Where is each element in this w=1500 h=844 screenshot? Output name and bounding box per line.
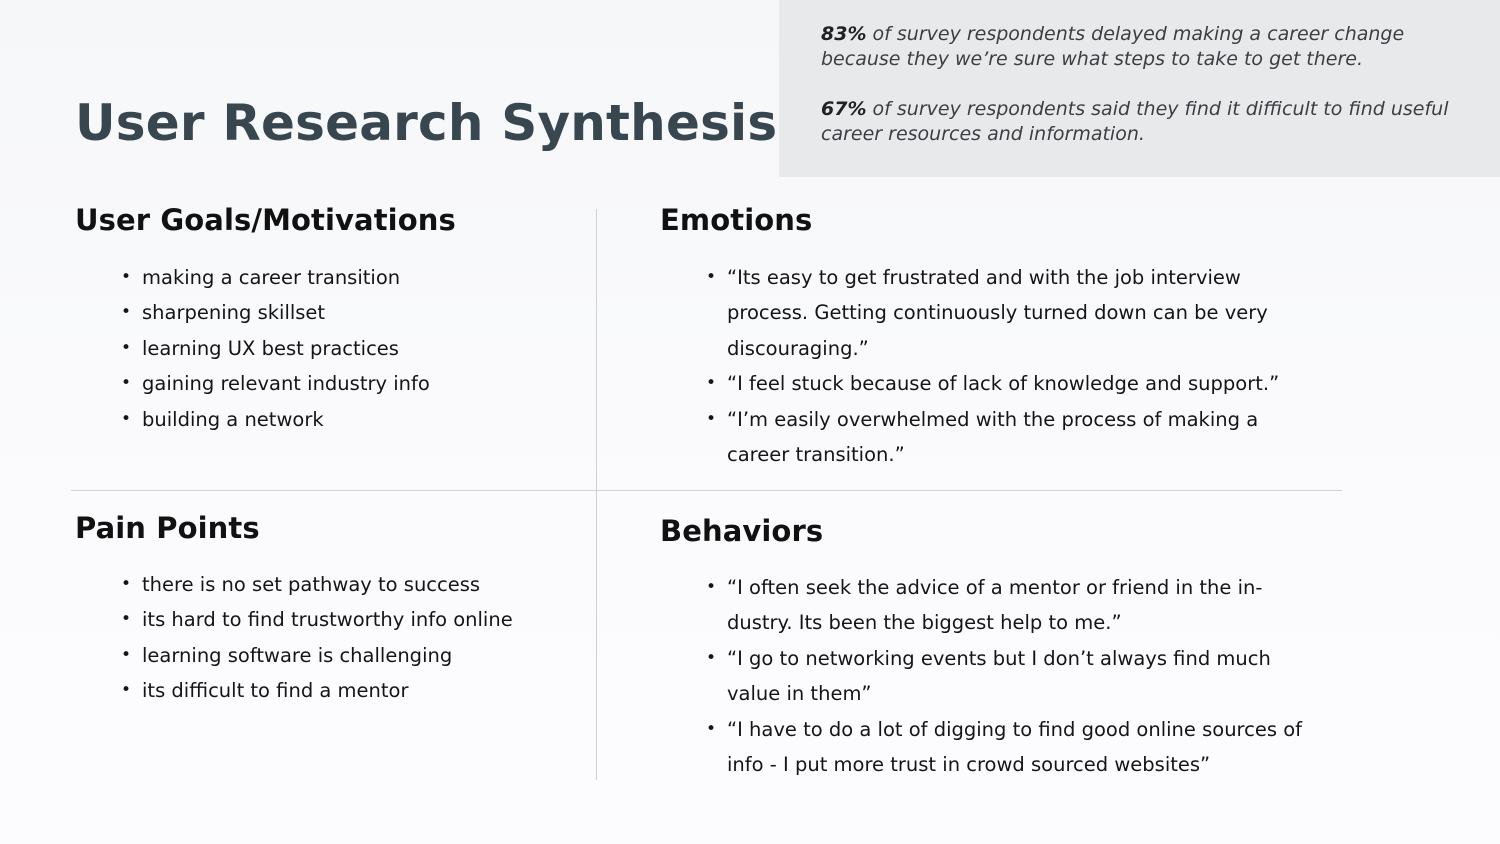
list-item: its hard to find trustworthy info online xyxy=(121,602,601,638)
bullet-list: “Its easy to get frustrated and with the… xyxy=(706,260,1312,472)
list-item: “I have to do a lot of digging to find g… xyxy=(706,712,1312,783)
list-item: learning UX best practices xyxy=(121,331,601,367)
bullet-list: “I often seek the advice of a mentor or … xyxy=(706,570,1312,782)
bullet-list: making a career transition sharpening sk… xyxy=(121,260,601,437)
list-item: learning software is challenging xyxy=(121,638,601,674)
survey-stat-1: 83% of survey respondents delayed making… xyxy=(821,22,1471,72)
list-item: making a career transition xyxy=(121,260,601,296)
page-title: User Research Synthesis xyxy=(75,94,778,152)
survey-stats-callout: 83% of survey respondents delayed making… xyxy=(779,0,1500,177)
stat-percent: 67% xyxy=(821,98,867,120)
section-heading: User Goals/Motivations xyxy=(75,203,456,237)
pain-points-section: Pain Points there is no set pathway to s… xyxy=(75,511,513,709)
bullet-list: there is no set pathway to success its h… xyxy=(121,567,601,709)
list-item: “I’m easily overwhelmed with the process… xyxy=(706,402,1312,473)
list-item: building a network xyxy=(121,402,601,438)
list-item: “Its easy to get frustrated and with the… xyxy=(706,260,1312,366)
list-item: sharpening skillset xyxy=(121,295,601,331)
behaviors-section: Behaviors “I often seek the advice of a … xyxy=(660,514,1302,776)
emotions-section: Emotions “Its easy to get frustrated and… xyxy=(660,203,1279,466)
user-goals-section: User Goals/Motivations making a career t… xyxy=(75,203,456,437)
vertical-divider xyxy=(596,209,597,780)
list-item: “I go to networking events but I don’t a… xyxy=(706,641,1312,712)
list-item: there is no set pathway to success xyxy=(121,567,601,603)
stat-text: of survey respondents said they find it … xyxy=(821,98,1449,145)
section-heading: Pain Points xyxy=(75,511,260,545)
section-heading: Behaviors xyxy=(660,514,824,548)
list-item: “I often seek the advice of a mentor or … xyxy=(706,570,1312,641)
survey-stat-2: 67% of survey respondents said they find… xyxy=(821,97,1471,147)
stat-text: of survey respondents delayed making a c… xyxy=(821,23,1405,70)
section-heading: Emotions xyxy=(660,203,813,237)
list-item: gaining relevant industry info xyxy=(121,366,601,402)
stat-percent: 83% xyxy=(821,23,867,45)
list-item: “I feel stuck because of lack of knowled… xyxy=(706,366,1312,402)
horizontal-divider xyxy=(71,490,1342,491)
list-item: its difficult to find a mentor xyxy=(121,673,601,709)
